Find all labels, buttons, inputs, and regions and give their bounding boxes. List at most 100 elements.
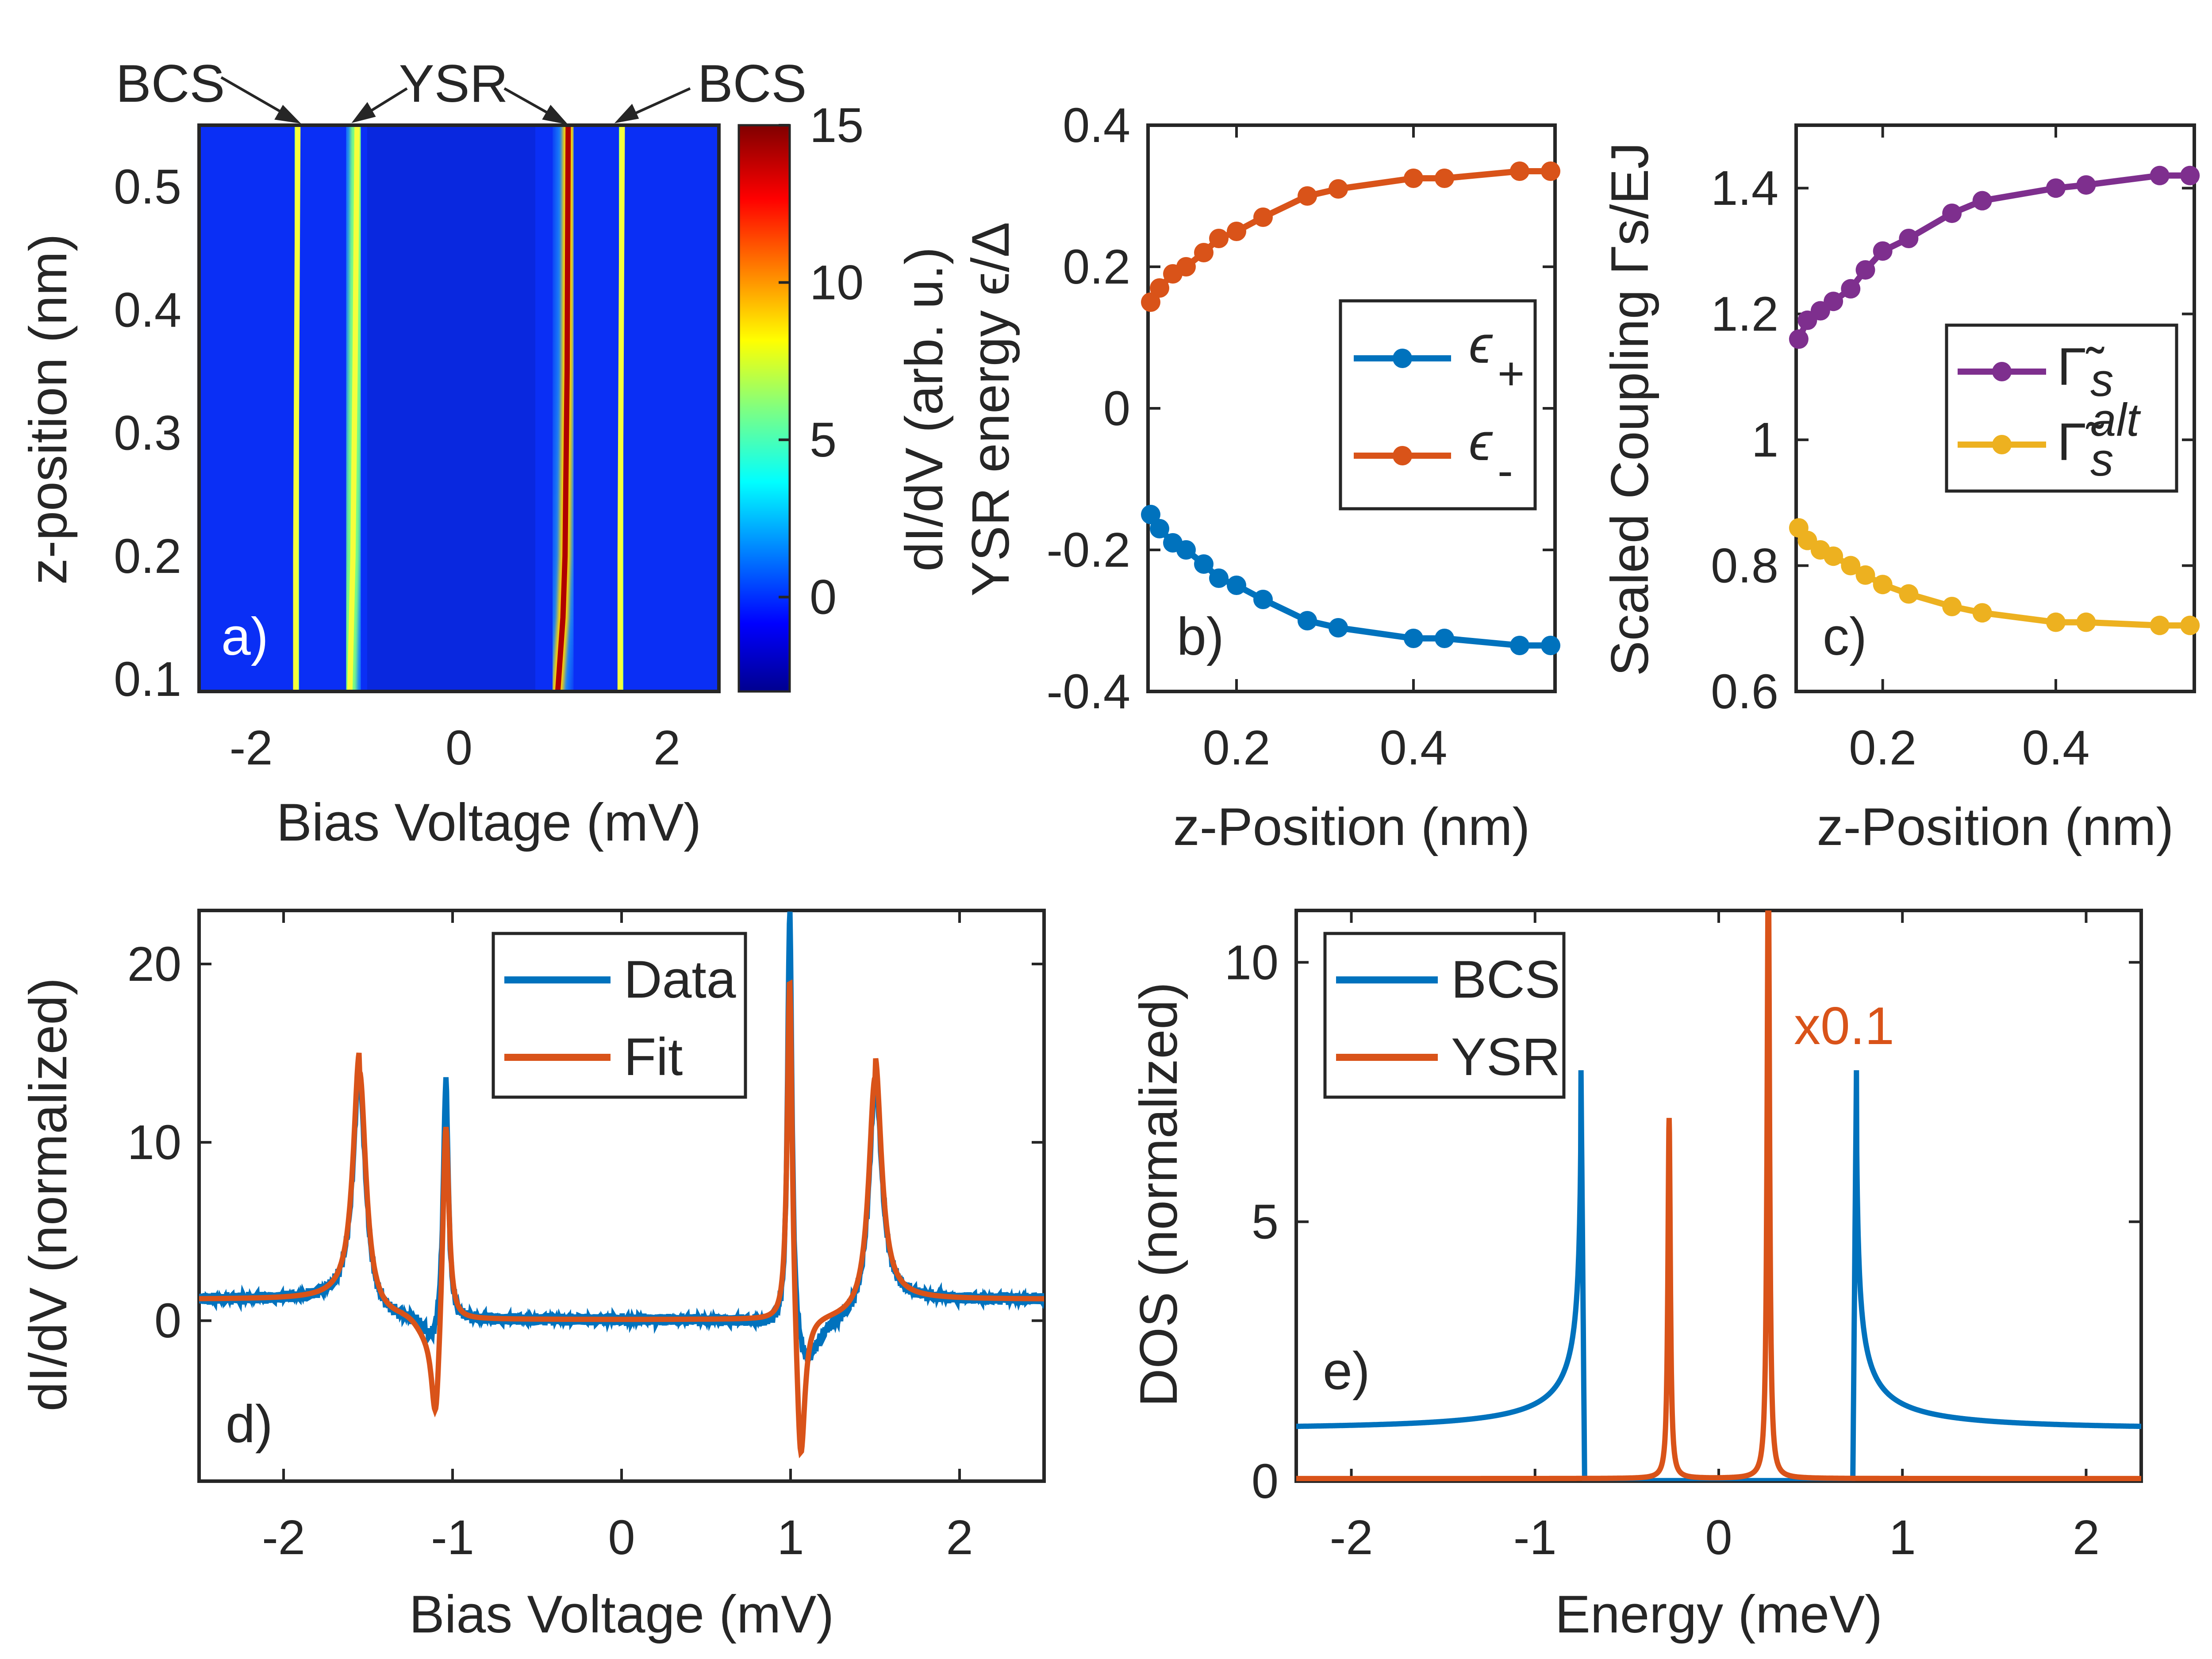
c-ylabel: Scaled Coupling Γs/EJ bbox=[1600, 142, 1659, 676]
b-panel-label: b) bbox=[1177, 607, 1224, 666]
e-legend-ysr: YSR bbox=[1451, 1027, 1560, 1087]
e-ytick-label: 10 bbox=[1225, 935, 1279, 990]
heatmap-line-core-bcs bbox=[293, 125, 301, 691]
e-legend-box bbox=[1323, 932, 1566, 1099]
e-ylabel: DOS (normalized) bbox=[1129, 982, 1188, 1407]
annotation-bcs-right: BCS bbox=[698, 54, 807, 113]
b-xtick-label: 0.2 bbox=[1203, 721, 1271, 775]
d-ytick-label: 20 bbox=[127, 937, 181, 991]
c-data-point bbox=[1942, 204, 1962, 223]
c-data-point bbox=[1841, 279, 1861, 299]
b-ytick-label: 0.4 bbox=[1063, 98, 1130, 153]
b-xlabel: z-Position (nm) bbox=[1173, 797, 1530, 856]
b-data-point bbox=[1253, 207, 1273, 227]
b-data-point bbox=[1253, 590, 1273, 609]
d-xtick-label: -2 bbox=[262, 1510, 305, 1565]
e-legend-entry-ysr: YSR bbox=[1336, 1027, 1560, 1087]
c-data-point bbox=[1942, 597, 1962, 616]
b-legend-eps-plus: ϵ bbox=[1469, 315, 1493, 374]
b-ytick-label: 0.2 bbox=[1063, 240, 1130, 294]
c-data-point bbox=[1899, 229, 1919, 248]
b-data-point bbox=[1329, 179, 1348, 199]
panel-e: -2 -1 0 1 2 0 5 10 Energy (meV) DOS (normalized… bbox=[1129, 909, 2143, 1644]
colorbar-tick-label: 5 bbox=[810, 413, 837, 467]
d-legend-fit: Fit bbox=[624, 1027, 683, 1087]
a-xtick-label: -2 bbox=[230, 721, 273, 775]
colorbar-label: dI/dV (arb. u.) bbox=[895, 247, 954, 572]
colorbar-tick-label: 10 bbox=[810, 256, 864, 310]
c-legend-gamma-alt-sub: s bbox=[2090, 434, 2114, 486]
e-xtick-label: 1 bbox=[1889, 1510, 1916, 1565]
c-legend-entry-gamma-alt: Γ̃ alt s bbox=[1958, 394, 2141, 486]
d-ytick-label: 0 bbox=[154, 1294, 181, 1348]
c-data-point bbox=[1873, 241, 1893, 261]
b-data-point bbox=[1435, 629, 1454, 648]
a-ylabel: z-position (nm) bbox=[19, 234, 78, 585]
c-data-point bbox=[2076, 612, 2096, 632]
b-legend-entry-eps-minus: ϵ - bbox=[1354, 412, 1513, 497]
b-xtick-label: 0.4 bbox=[1380, 721, 1448, 775]
e-series-ysr bbox=[1296, 910, 2141, 1481]
d-legend-data: Data bbox=[624, 950, 736, 1009]
panel-a-heatmap: 0 5 10 15 dI/dV (arb. u.) -2 0 2 0.1 0.2 0.3 0.4 0… bbox=[19, 54, 954, 852]
c-xlabel: z-Position (nm) bbox=[1817, 797, 2174, 856]
a-panel-label: a) bbox=[221, 607, 269, 666]
b-data-point bbox=[1141, 505, 1160, 524]
e-xtick-label: 0 bbox=[1705, 1510, 1732, 1565]
c-data-point bbox=[2180, 615, 2200, 635]
d-xtick-label: 2 bbox=[946, 1510, 973, 1565]
b-data-point bbox=[1176, 540, 1196, 560]
b-legend-box bbox=[1339, 299, 1537, 511]
b-ytick-label: -0.4 bbox=[1046, 664, 1130, 719]
c-ytick-label: 1.4 bbox=[1711, 161, 1778, 215]
colorbar bbox=[737, 124, 791, 693]
b-ytick-label: -0.2 bbox=[1046, 523, 1130, 577]
c-ytick-label: 0.6 bbox=[1711, 664, 1778, 719]
panel-b: 0.2 0.4 -0.4 -0.2 0 0.2 0.4 z-Position (nm) YS… bbox=[961, 98, 1560, 856]
colorbar-tick-label: 0 bbox=[810, 570, 837, 625]
a-ytick-label: 0.2 bbox=[114, 529, 181, 584]
a-xtick-label: 0 bbox=[445, 721, 472, 775]
d-panel-label: d) bbox=[226, 1394, 273, 1454]
d-legend-entry-fit: Fit bbox=[504, 1027, 683, 1087]
c-xtick-label: 0.2 bbox=[1849, 721, 1916, 775]
b-data-point bbox=[1404, 169, 1423, 188]
a-xlabel: Bias Voltage (mV) bbox=[276, 793, 701, 852]
panel-c: 0.2 0.4 0.6 0.8 1 1.2 1.4 z-Position (nm) Scal… bbox=[1600, 123, 2200, 856]
annotation-arrows bbox=[220, 76, 691, 125]
c-panel-label: c) bbox=[1823, 607, 1867, 666]
c-data-point bbox=[1824, 546, 1843, 566]
c-legend-gamma-alt-sup: alt bbox=[2090, 394, 2141, 446]
b-legend-eps-plus-sub: + bbox=[1498, 348, 1525, 399]
a-xtick-label: 2 bbox=[653, 721, 680, 775]
heatmap-center-dark bbox=[367, 125, 535, 691]
c-data-point bbox=[1972, 191, 1992, 211]
e-xlabel: Energy (meV) bbox=[1555, 1585, 1882, 1644]
b-ylabel: YSR energy ϵ/Δ bbox=[961, 222, 1020, 597]
b-data-point bbox=[1209, 568, 1229, 588]
e-xtick-label: 2 bbox=[2073, 1510, 2100, 1565]
c-legend-gamma-sub: s bbox=[2090, 354, 2114, 406]
heatmap-line-core-ysr bbox=[347, 125, 360, 691]
e-series-bcs bbox=[1296, 1070, 2141, 1481]
b-data-point bbox=[1141, 292, 1160, 312]
b-data-point bbox=[1510, 161, 1529, 181]
b-legend-eps-minus: ϵ bbox=[1469, 412, 1493, 472]
d-ylabel: dI/dV (normalized) bbox=[19, 978, 78, 1411]
c-ytick-label: 1.2 bbox=[1711, 287, 1778, 342]
c-data-point bbox=[1855, 565, 1875, 585]
e-xtick-label: -1 bbox=[1513, 1510, 1557, 1565]
d-legend-box bbox=[492, 932, 747, 1099]
b-data-point bbox=[1150, 278, 1169, 298]
b-data-point bbox=[1329, 618, 1348, 637]
annotation-ysr: YSR bbox=[399, 54, 508, 113]
b-data-point bbox=[1541, 161, 1560, 181]
d-xlabel: Bias Voltage (mV) bbox=[409, 1585, 834, 1644]
c-data-point bbox=[2046, 178, 2066, 198]
c-data-point bbox=[1841, 556, 1861, 576]
c-data-point bbox=[1824, 292, 1843, 311]
c-legend-entry-gamma: Γ̃ s bbox=[1958, 337, 2114, 406]
d-xtick-label: 1 bbox=[777, 1510, 804, 1565]
b-legend-entry-eps-plus: ϵ + bbox=[1354, 315, 1525, 399]
